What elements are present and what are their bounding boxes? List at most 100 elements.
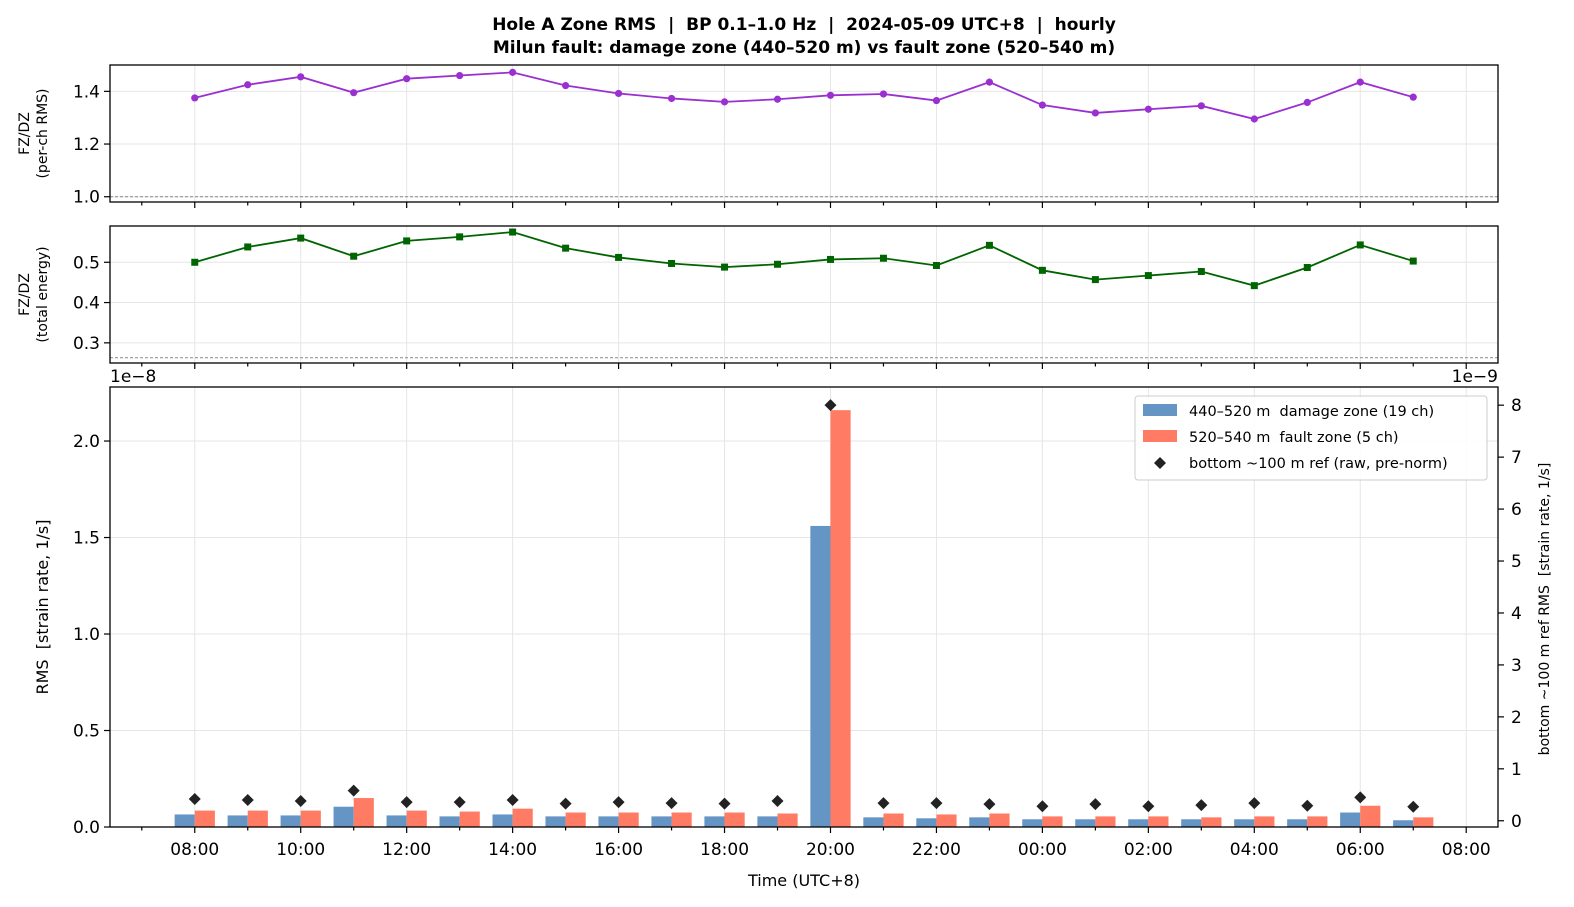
y-tick-label: 1.0 — [73, 188, 100, 208]
bar-damage-zone — [1128, 819, 1149, 827]
x-tick-label: 02:00 — [1124, 840, 1173, 860]
bar-fault-zone — [1201, 817, 1222, 827]
bar-damage-zone — [333, 806, 354, 827]
reference-marker — [453, 796, 466, 809]
x-tick-label: 18:00 — [700, 840, 749, 860]
bottom-ylabel: RMS [strain rate, 1/s] — [33, 520, 52, 695]
series-point — [826, 255, 834, 263]
reference-marker — [294, 795, 307, 808]
x-tick-label: 20:00 — [806, 840, 855, 860]
series-point — [985, 241, 993, 249]
series-point — [297, 234, 305, 242]
bar-damage-zone — [492, 814, 513, 827]
series-point — [1356, 78, 1364, 86]
series-line — [194, 71, 1414, 120]
x-tick-label: 04:00 — [1230, 840, 1279, 860]
series-point — [615, 253, 623, 261]
x-tick-label: 08:00 — [170, 840, 219, 860]
bottom-y2label: bottom ~100 m ref RMS [strain rate, 1/s] — [1537, 463, 1553, 756]
reference-marker — [665, 797, 678, 810]
bar-damage-zone — [1393, 820, 1414, 827]
bar-damage-zone — [439, 816, 460, 827]
bar-damage-zone — [1075, 819, 1096, 827]
y-tick-label: 0.3 — [73, 334, 100, 354]
panel-bottom: 0.0 0.5 1.0 1.5 2.0 0 1 2 3 4 5 6 7 8 08:00 10:00 12:0… — [33, 367, 1553, 890]
bar-damage-zone — [545, 816, 566, 827]
bar-damage-zone — [1181, 819, 1202, 827]
x-tick-label: 00:00 — [1018, 840, 1067, 860]
bar-fault-zone — [777, 813, 798, 827]
middle-axes-frame — [109, 225, 1499, 364]
bar-damage-zone — [916, 818, 937, 827]
series-point — [244, 81, 252, 89]
series-point — [1303, 98, 1311, 107]
series-point — [774, 260, 782, 268]
top-grid — [110, 65, 1498, 202]
series-point — [879, 90, 888, 98]
bar-fault-zone — [1307, 816, 1328, 827]
bar-damage-zone — [1022, 819, 1043, 827]
bottom-y-offset-label: 1e−8 — [110, 367, 156, 387]
bar-fault-zone — [1042, 816, 1063, 827]
series-point — [879, 254, 887, 262]
y2-tick-label: 3 — [1511, 656, 1522, 676]
reference-marker — [1089, 798, 1102, 811]
reference-marker — [1301, 799, 1314, 812]
y2-tick-label: 7 — [1511, 448, 1522, 468]
series-point — [1197, 102, 1205, 110]
legend: 440–520 m damage zone (19 ch) 520–540 m … — [1134, 395, 1488, 481]
y2-tick-label: 6 — [1511, 500, 1522, 520]
top-ylabel-line1: FZ/DZ — [17, 112, 33, 155]
y-tick-label: 2.0 — [73, 432, 100, 452]
bar-fault-zone — [300, 810, 321, 827]
bar-damage-zone — [280, 815, 301, 827]
middle-ylabel-line2: (total energy) — [35, 246, 51, 342]
series-point — [1356, 241, 1364, 249]
bar-fault-zone — [1095, 816, 1116, 827]
series-point — [191, 94, 199, 102]
reference-marker — [1248, 797, 1261, 810]
bar-fault-zone — [989, 813, 1010, 827]
x-tick-label: 08:00 — [1442, 840, 1491, 860]
series-point — [456, 71, 464, 80]
top-ratio-series — [191, 68, 1417, 123]
series-point — [1250, 115, 1258, 123]
bar-fault-zone — [883, 813, 904, 827]
series-point — [932, 96, 941, 105]
reference-marker — [877, 797, 890, 810]
y2-tick-label: 2 — [1511, 708, 1522, 728]
x-tick-label: 16:00 — [594, 840, 643, 860]
bar-fault-zone — [671, 812, 692, 827]
middle-ylabel-line1: FZ/DZ — [17, 273, 33, 316]
bottom-y2-ticks: 0 1 2 3 4 5 6 7 8 — [1498, 396, 1522, 832]
series-point — [350, 252, 358, 260]
series-point — [1038, 266, 1046, 274]
series-point — [403, 237, 411, 245]
series-point — [985, 78, 994, 86]
reference-marker — [506, 793, 519, 806]
x-tick-label: 10:00 — [276, 840, 325, 860]
bar-damage-zone — [863, 817, 884, 827]
y-tick-label: 0.5 — [73, 253, 100, 273]
x-tick-label: 06:00 — [1336, 840, 1385, 860]
series-point — [720, 98, 729, 106]
figure-title-line1: Hole A Zone RMS | BP 0.1–1.0 Hz | 2024-0… — [492, 15, 1116, 35]
bar-fault-zone — [1254, 816, 1275, 827]
series-point — [932, 261, 940, 269]
bar-damage-zone — [651, 816, 672, 827]
series-point — [826, 91, 835, 99]
series-point — [456, 233, 464, 241]
series-point — [1038, 101, 1046, 109]
bar-damage-zone — [1234, 819, 1255, 827]
middle-x-ticks — [141, 363, 1467, 369]
bottom-reference-markers — [188, 399, 1420, 813]
y2-tick-label: 8 — [1511, 396, 1522, 416]
series-point — [509, 228, 517, 236]
bar-damage-zone — [1287, 819, 1308, 827]
top-y-ticks: 1.0 1.2 1.4 — [73, 82, 110, 208]
reference-marker — [347, 784, 360, 797]
series-point — [1250, 282, 1258, 290]
middle-grid — [110, 226, 1498, 363]
bar-fault-zone — [406, 810, 427, 827]
series-point — [1197, 268, 1205, 276]
